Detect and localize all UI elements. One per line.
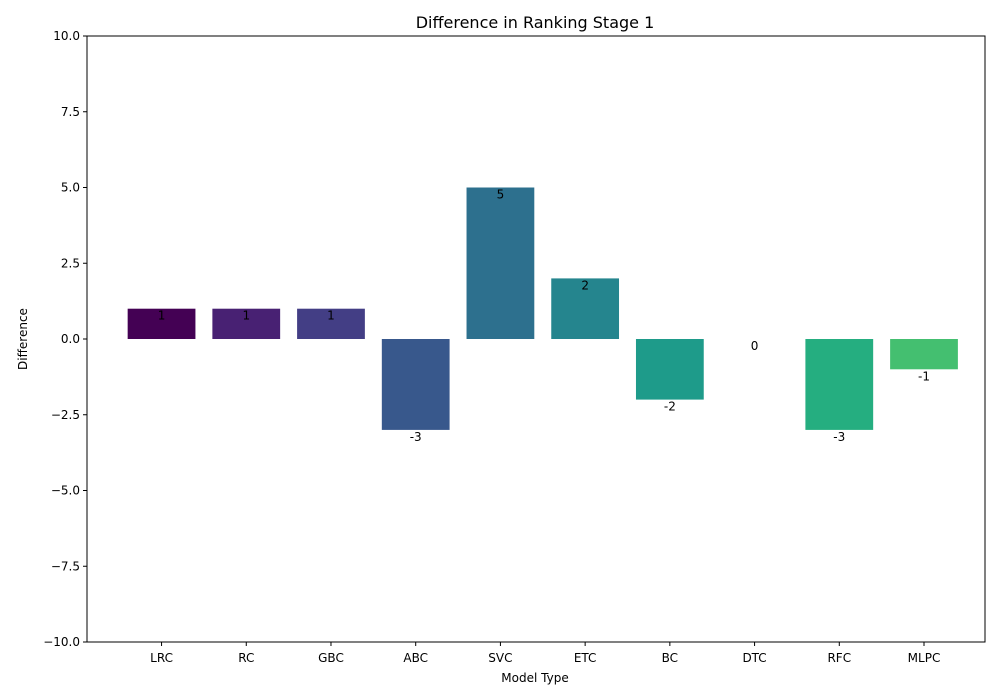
y-tick-label-3: −2.5: [51, 408, 80, 422]
y-tick-label-4: 0.0: [61, 332, 80, 346]
bar-etc: [551, 278, 620, 339]
data-labels-group: 1 1 1 -3 5 2 -2 0 -3 -1: [158, 188, 930, 444]
x-tick-label-rc: RC: [238, 651, 254, 665]
y-tick-label-5: 2.5: [61, 256, 80, 270]
x-axis-ticks: LRC RC GBC ABC SVC ETC BC DTC RFC MLPC: [150, 642, 940, 665]
x-tick-label-etc: ETC: [574, 651, 597, 665]
bar-rc: [212, 308, 281, 339]
y-tick-label-0: −10.0: [43, 635, 80, 649]
data-label-lrc: 1: [158, 309, 166, 323]
x-tick-label-gbc: GBC: [318, 651, 344, 665]
chart-title: Difference in Ranking Stage 1: [416, 13, 655, 32]
bar-svc: [466, 187, 535, 339]
bar-abc: [381, 339, 450, 430]
bar-rfc: [805, 339, 874, 430]
data-label-rfc: -3: [833, 430, 845, 444]
data-label-svc: 5: [497, 188, 505, 202]
data-label-mlpc: -1: [918, 369, 930, 383]
x-tick-label-dtc: DTC: [742, 651, 766, 665]
x-tick-label-bc: BC: [662, 651, 678, 665]
data-label-bc: -2: [664, 400, 676, 414]
x-tick-label-abc: ABC: [403, 651, 428, 665]
y-tick-label-1: −7.5: [51, 559, 80, 573]
data-label-gbc: 1: [327, 309, 335, 323]
x-tick-label-mlpc: MLPC: [908, 651, 941, 665]
data-label-rc: 1: [242, 309, 250, 323]
y-tick-label-7: 7.5: [61, 105, 80, 119]
bar-lrc: [127, 308, 196, 339]
y-axis-label: Difference: [16, 308, 30, 370]
bar-mlpc: [890, 339, 958, 370]
x-tick-label-rfc: RFC: [827, 651, 851, 665]
x-tick-label-lrc: LRC: [150, 651, 173, 665]
x-axis-label: Model Type: [501, 671, 568, 685]
data-label-etc: 2: [581, 278, 589, 292]
data-label-dtc: 0: [751, 339, 759, 353]
bar-bc: [635, 339, 704, 400]
y-tick-label-8: 10.0: [53, 29, 80, 43]
data-label-abc: -3: [410, 430, 422, 444]
bars-group: [127, 187, 958, 430]
y-axis-ticks: −10.0 −7.5 −5.0 −2.5 0.0 2.5 5.0 7.5 10.0: [43, 29, 87, 649]
y-tick-label-6: 5.0: [61, 181, 80, 195]
bar-gbc: [297, 308, 365, 339]
x-tick-label-svc: SVC: [488, 651, 512, 665]
y-tick-label-2: −5.0: [51, 484, 80, 498]
